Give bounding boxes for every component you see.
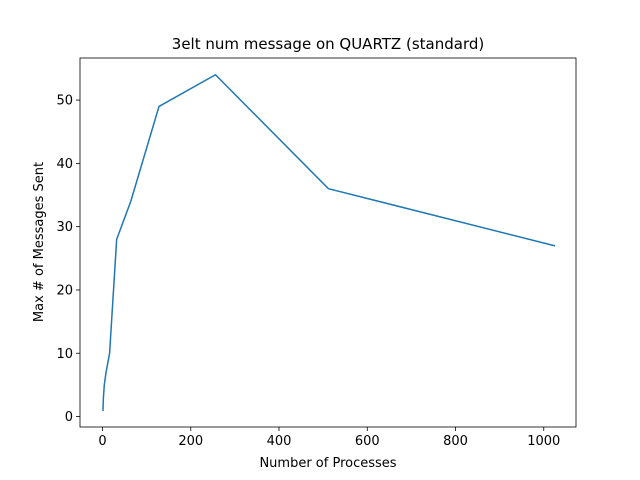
y-tick-label: 40 — [56, 157, 73, 172]
y-tick-label: 0 — [65, 410, 73, 425]
chart-title: 3elt num message on QUARTZ (standard) — [172, 35, 484, 53]
y-tick-label: 50 — [56, 94, 73, 109]
x-tick-label: 400 — [267, 434, 292, 449]
x-tick-label: 600 — [355, 434, 380, 449]
axes: 0 200 400 600 800 1000 0 10 20 30 40 50 — [56, 57, 577, 449]
y-tick-label: 10 — [56, 347, 73, 362]
y-tick-label: 20 — [56, 283, 73, 298]
x-axis-title: Number of Processes — [259, 456, 396, 471]
y-axis-title: Max # of Messages Sent — [32, 162, 47, 322]
plot-area — [102, 74, 556, 412]
x-tick-label: 200 — [178, 434, 203, 449]
x-tick-label: 800 — [443, 434, 468, 449]
y-tick-label: 30 — [56, 220, 73, 235]
x-tick-label: 1000 — [527, 434, 560, 449]
x-tick-label: 0 — [98, 434, 106, 449]
axes-frame — [79, 57, 577, 428]
